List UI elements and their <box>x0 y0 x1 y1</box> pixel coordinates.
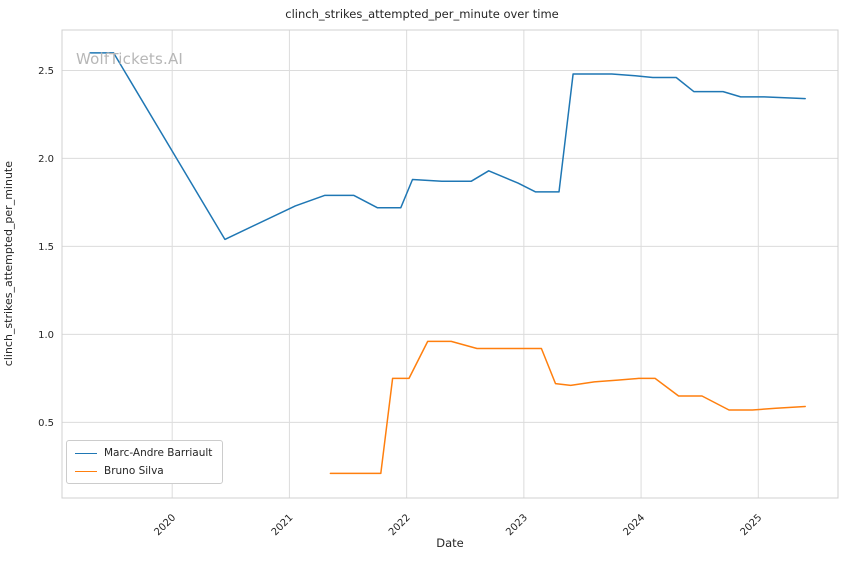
legend: Marc-Andre Barriault Bruno Silva <box>66 440 224 484</box>
legend-line-swatch <box>75 452 97 454</box>
chart-title: clinch_strikes_attempted_per_minute over… <box>285 7 559 21</box>
x-tick-label: 2024 <box>621 512 647 538</box>
legend-label: Bruno Silva <box>104 465 164 477</box>
y-tick-label: 0.5 <box>38 418 54 429</box>
x-tick-label: 2020 <box>153 512 179 538</box>
series-line-marc-andre-barriault <box>89 52 806 241</box>
watermark: WolfTickets.AI <box>76 50 184 68</box>
y-tick-label: 2.5 <box>38 66 54 77</box>
x-tick-label: 2022 <box>387 512 413 538</box>
y-axis-label-wrap: clinch_strikes_attempted_per_minute <box>2 30 15 498</box>
y-tick-label: 1.5 <box>38 242 54 253</box>
x-axis-label: Date <box>436 536 464 550</box>
x-tick-label: 2025 <box>739 512 765 538</box>
legend-label: Marc-Andre Barriault <box>104 447 213 459</box>
legend-line-swatch <box>75 470 97 472</box>
x-tick-label: 2021 <box>270 512 296 538</box>
x-tick-label: 2023 <box>504 512 530 538</box>
y-axis-label: clinch_strikes_attempted_per_minute <box>2 161 15 367</box>
series-line-bruno-silva <box>329 340 806 475</box>
legend-item: Bruno Silva <box>75 465 212 477</box>
legend-item: Marc-Andre Barriault <box>75 447 212 459</box>
y-tick-label: 1.0 <box>38 330 54 341</box>
y-tick-label: 2.0 <box>38 154 54 165</box>
axes-frame <box>61 29 839 499</box>
